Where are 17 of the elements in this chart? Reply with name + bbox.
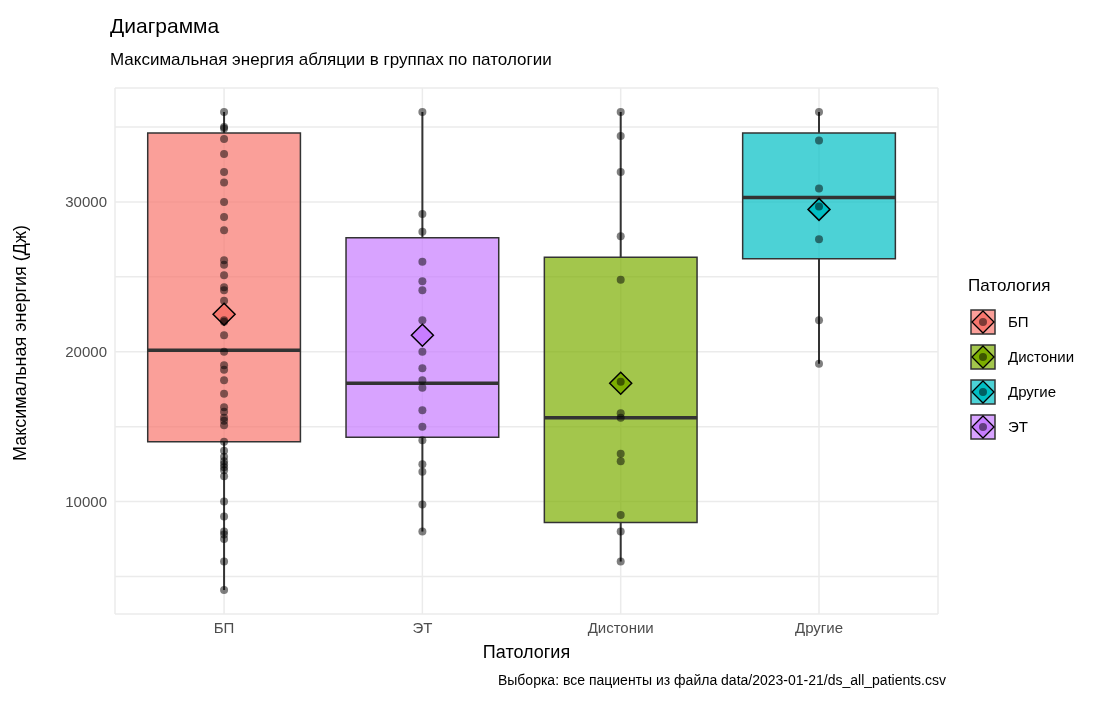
x-tick-label: БП [213,618,235,636]
y-tick-label: 20000 [65,343,107,361]
y-tick-label: 10000 [65,492,107,510]
y-axis-title: Максимальная энергия (Дж) [10,224,31,461]
text: Выборка: все пациенты из файла data/2023-01-21/ds_all_patients.csv [497,672,946,688]
x-tick-label: ЭТ [412,618,433,636]
legend-title: Патология [968,276,1052,296]
x-tick-label: Дистонии [587,618,654,636]
legend-label: Дистонии [1008,348,1075,365]
chart-subtitle: Максимальная энергия абляции в группах по патологии [110,50,552,70]
legend-label: Другие [1008,383,1057,400]
x-axis-title: Патология [482,642,571,662]
chart-title: Диаграмма [110,14,220,38]
legend-label: БП [1008,313,1029,330]
legend-label: ЭТ [1008,418,1028,435]
x-tick-label: Другие [795,618,844,636]
y-tick-label: 30000 [65,193,107,211]
